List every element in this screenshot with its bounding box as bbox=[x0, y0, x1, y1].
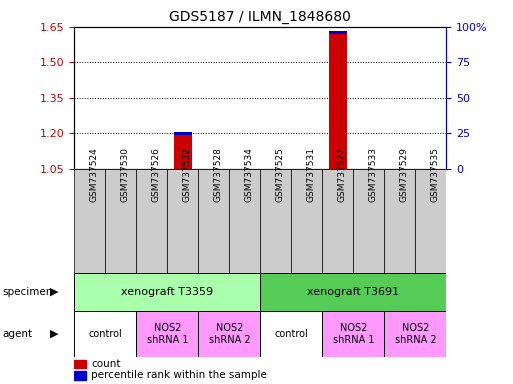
Text: GSM737530: GSM737530 bbox=[121, 147, 130, 202]
Bar bbox=[353, 169, 384, 273]
Text: GSM737531: GSM737531 bbox=[307, 147, 316, 202]
Text: count: count bbox=[91, 359, 121, 369]
Text: GSM737526: GSM737526 bbox=[152, 147, 161, 202]
Text: percentile rank within the sample: percentile rank within the sample bbox=[91, 370, 267, 380]
Text: GSM737533: GSM737533 bbox=[369, 147, 378, 202]
Bar bbox=[105, 169, 136, 273]
Text: NOS2
shRNA 1: NOS2 shRNA 1 bbox=[332, 323, 374, 345]
Bar bbox=[173, 132, 192, 135]
Bar bbox=[74, 273, 260, 311]
Bar bbox=[199, 169, 229, 273]
Bar bbox=[167, 169, 199, 273]
Bar bbox=[74, 371, 86, 379]
Bar bbox=[74, 311, 136, 357]
Text: NOS2
shRNA 2: NOS2 shRNA 2 bbox=[209, 323, 250, 345]
Text: GSM737535: GSM737535 bbox=[431, 147, 440, 202]
Text: GSM737527: GSM737527 bbox=[338, 147, 347, 202]
Text: control: control bbox=[274, 329, 308, 339]
Text: ▶: ▶ bbox=[50, 329, 59, 339]
Bar bbox=[384, 169, 416, 273]
Text: NOS2
shRNA 1: NOS2 shRNA 1 bbox=[147, 323, 188, 345]
Title: GDS5187 / ILMN_1848680: GDS5187 / ILMN_1848680 bbox=[169, 10, 351, 25]
Text: control: control bbox=[89, 329, 122, 339]
Text: specimen: specimen bbox=[3, 287, 53, 297]
Bar bbox=[229, 169, 260, 273]
Bar bbox=[416, 169, 446, 273]
Text: xenograft T3359: xenograft T3359 bbox=[121, 287, 213, 297]
Text: agent: agent bbox=[3, 329, 33, 339]
Text: NOS2
shRNA 2: NOS2 shRNA 2 bbox=[394, 323, 436, 345]
Bar bbox=[291, 169, 322, 273]
Text: ▶: ▶ bbox=[50, 287, 59, 297]
Text: GSM737525: GSM737525 bbox=[276, 147, 285, 202]
Bar bbox=[74, 169, 105, 273]
Bar bbox=[136, 311, 199, 357]
Bar bbox=[260, 169, 291, 273]
Bar bbox=[328, 34, 347, 169]
Text: GSM737534: GSM737534 bbox=[245, 147, 254, 202]
Bar bbox=[260, 311, 322, 357]
Text: GSM737529: GSM737529 bbox=[400, 147, 409, 202]
Text: GSM737524: GSM737524 bbox=[90, 147, 99, 202]
Bar bbox=[322, 169, 353, 273]
Bar bbox=[322, 311, 384, 357]
Bar bbox=[328, 31, 347, 34]
Text: GSM737532: GSM737532 bbox=[183, 147, 192, 202]
Bar bbox=[384, 311, 446, 357]
Bar bbox=[199, 311, 260, 357]
Bar bbox=[173, 135, 192, 169]
Text: GSM737528: GSM737528 bbox=[214, 147, 223, 202]
Bar bbox=[136, 169, 167, 273]
Bar bbox=[74, 359, 86, 368]
Text: xenograft T3691: xenograft T3691 bbox=[307, 287, 400, 297]
Bar bbox=[260, 273, 446, 311]
